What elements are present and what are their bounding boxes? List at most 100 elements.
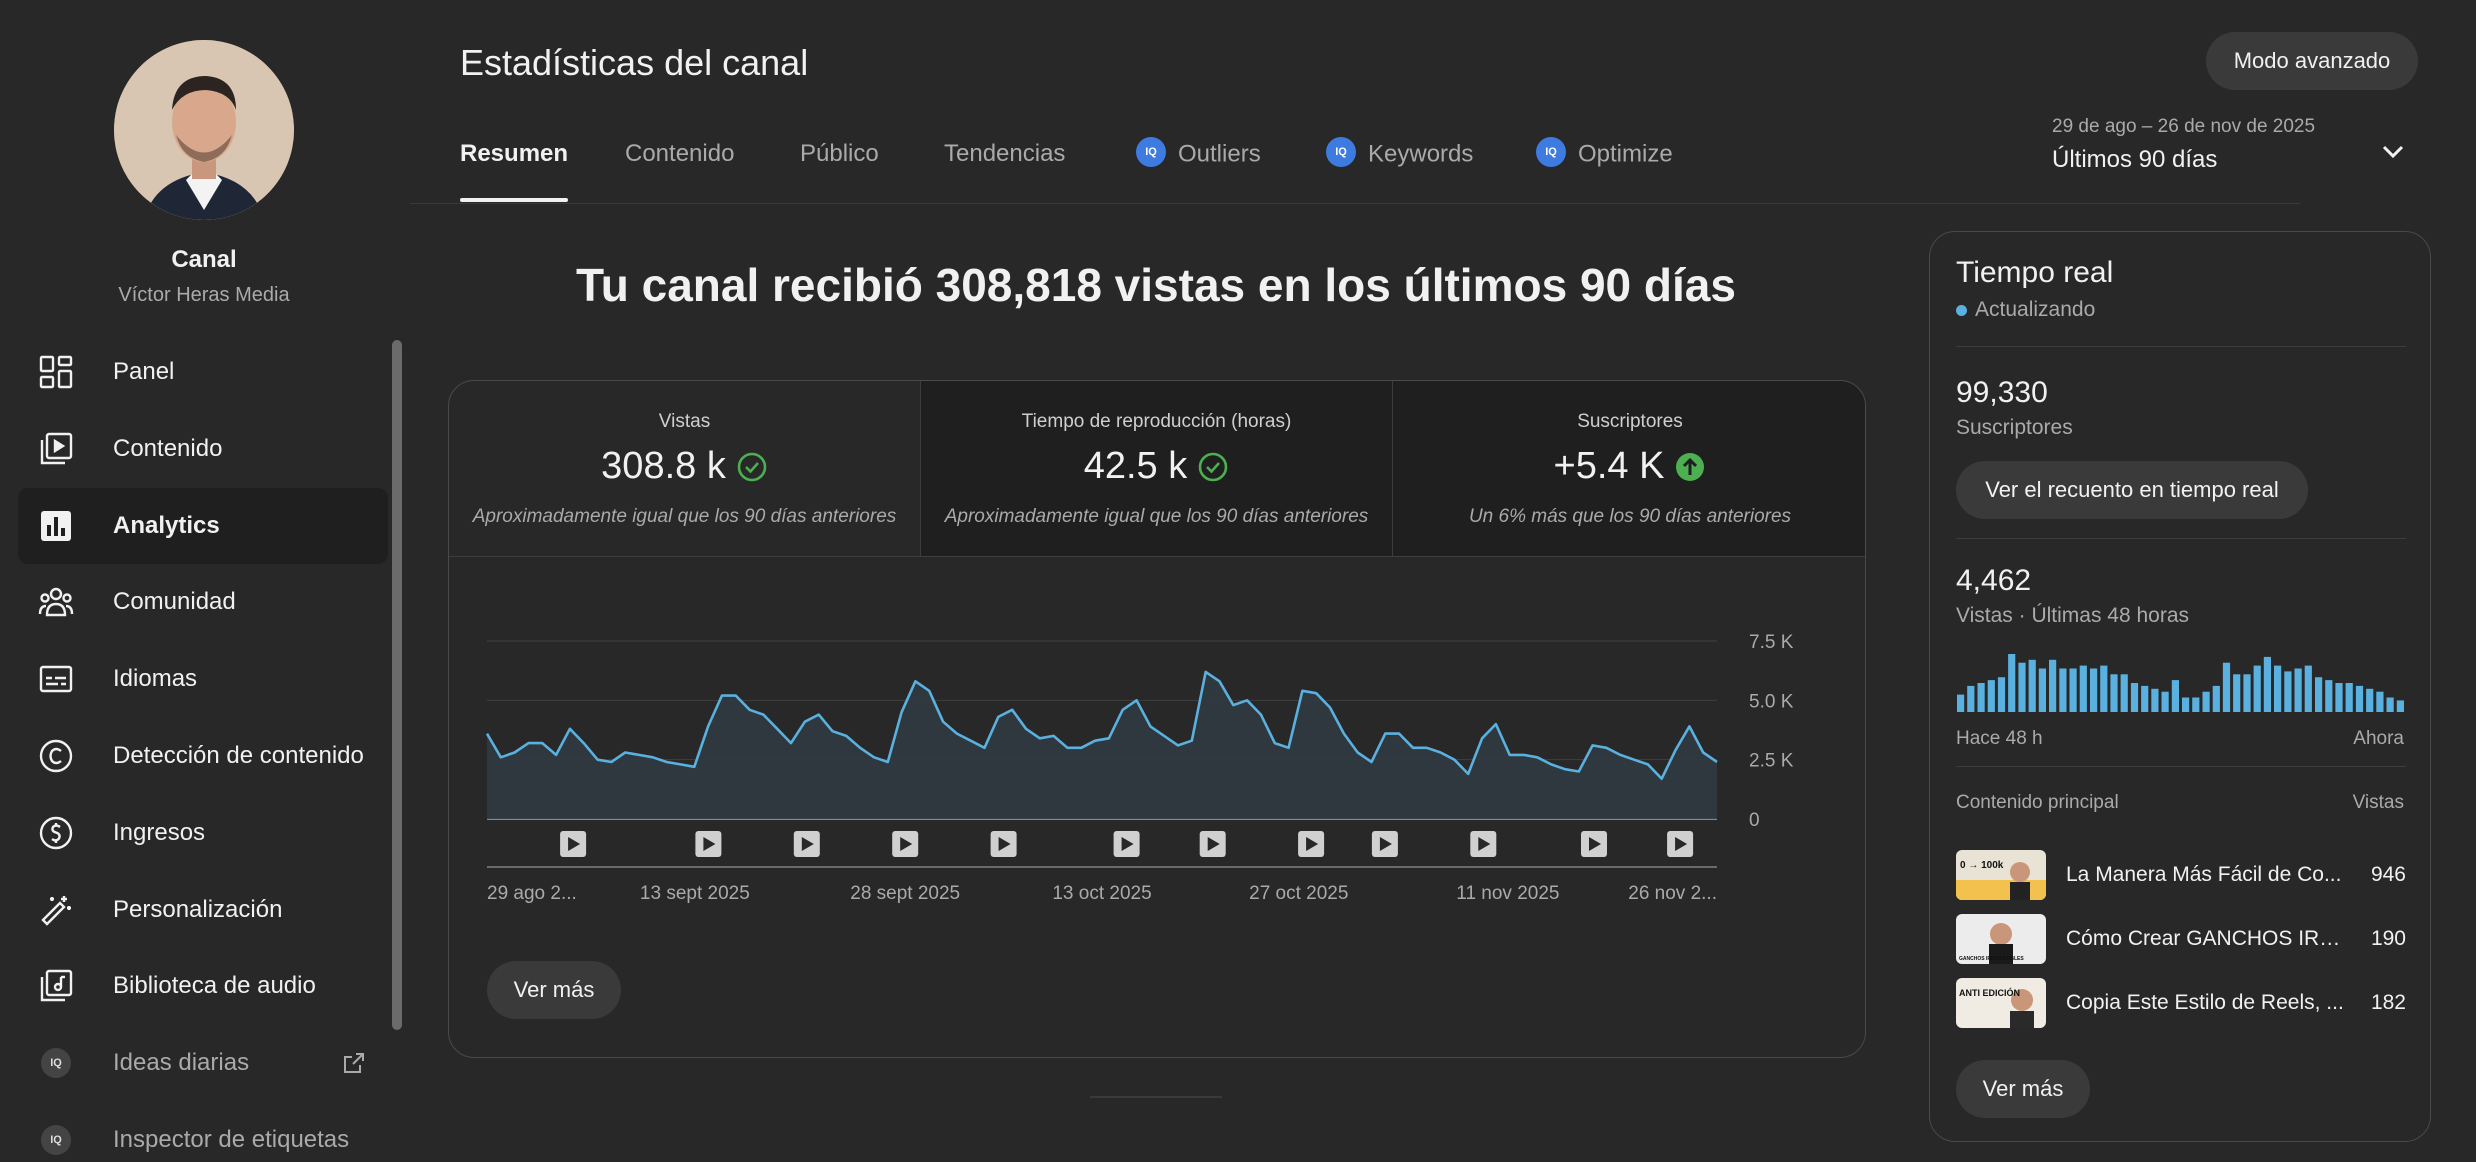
svg-text:GANCHOS IRRESISTIBLES: GANCHOS IRRESISTIBLES	[1959, 956, 2024, 962]
metric-value: 42.5 k	[1083, 445, 1188, 487]
divider	[1956, 766, 2406, 767]
avatar[interactable]	[114, 40, 294, 220]
tab-resumen[interactable]: Resumen	[460, 140, 569, 204]
realtime-bar	[2315, 677, 2323, 712]
realtime-count-button[interactable]: Ver el recuento en tiempo real	[1956, 461, 2308, 519]
content-views: 190	[2370, 927, 2406, 950]
sidebar-scrollbar[interactable]	[392, 340, 402, 1030]
metric-views[interactable]: Vistas 308.8 k Aproximadamente igual que…	[449, 381, 921, 557]
realtime-subscribers-label: Suscriptores	[1956, 416, 2073, 439]
content-views: 182	[2370, 991, 2406, 1014]
copyright-icon	[36, 736, 76, 776]
channel-title: Canal	[171, 246, 237, 273]
sidebar-item-analytics[interactable]: Analytics	[18, 488, 388, 564]
realtime-bar	[2171, 680, 2179, 712]
tubebuddy-icon: IQ	[36, 1043, 76, 1083]
tab-optimize[interactable]: IQ Optimize	[1536, 137, 1673, 204]
metric-title: Suscriptores	[1577, 411, 1683, 432]
video-marker-icon	[1371, 831, 1398, 857]
y-tick-label: 7.5 K	[1749, 632, 1794, 653]
sidebar-item-idiomas[interactable]: Idiomas	[18, 641, 388, 717]
y-tick-label: 5.0 K	[1749, 691, 1794, 712]
metric-subscribers[interactable]: Suscriptores +5.4 K Un 6% más que los 90…	[1393, 381, 1865, 557]
sidebar-item-label: Ingresos	[113, 819, 206, 846]
x-tick-label: 27 oct 2025	[1249, 883, 1348, 904]
metric-note: Un 6% más que los 90 días anteriores	[1468, 506, 1792, 527]
sidebar-item-label: Contenido	[113, 435, 223, 462]
top-content-label: Contenido principal	[1956, 792, 2119, 813]
realtime-bar	[2090, 668, 2098, 712]
realtime-bar	[2212, 685, 2220, 712]
realtime-bar	[1997, 677, 2006, 712]
see-more-button[interactable]: Ver más	[487, 961, 621, 1019]
realtime-bar	[2355, 685, 2364, 712]
views-chart[interactable]: 0 2.5 K 5.0 K 7.5 K 29 ago 2... 13 sept 2025…	[449, 557, 1866, 1057]
sidebar-item-contenido[interactable]: Contenido	[18, 411, 388, 487]
sidebar-item-comunidad[interactable]: Comunidad	[18, 564, 388, 640]
realtime-bar	[2345, 683, 2353, 712]
video-marker-icon	[1470, 831, 1497, 857]
sidebar-item-biblioteca-audio[interactable]: Biblioteca de audio	[18, 948, 388, 1024]
sidebar-item-deteccion[interactable]: Detección de contenido	[18, 718, 388, 794]
subtitles-icon	[36, 659, 76, 699]
sidebar-item-label: Comunidad	[113, 588, 236, 615]
date-range-selector[interactable]: Últimos 90 días	[2052, 146, 2218, 173]
realtime-bar	[2202, 691, 2210, 712]
realtime-bar	[2284, 671, 2292, 712]
realtime-bar	[2294, 668, 2302, 712]
sidebar-item-panel[interactable]: Panel	[18, 334, 388, 410]
sidebar-item-ideas-diarias[interactable]: IQ Ideas diarias	[18, 1025, 388, 1101]
sidebar-item-label: Detección de contenido	[113, 742, 364, 769]
video-marker-icon	[1113, 831, 1140, 857]
tab-publico[interactable]: Público	[800, 140, 879, 167]
realtime-bar	[2018, 662, 2026, 712]
date-range-sub[interactable]: 29 de ago – 26 de nov de 2025	[2052, 116, 2316, 137]
community-icon	[36, 582, 76, 622]
tab-tendencias[interactable]: Tendencias	[944, 140, 1066, 167]
series-area	[487, 671, 1717, 819]
sidebar-item-personalizacion[interactable]: Personalización	[18, 872, 388, 948]
tab-contenido[interactable]: Contenido	[625, 140, 735, 167]
list-item[interactable]: ANTI EDICIÓN Copia Este Estilo de Reels,…	[1956, 977, 2406, 1029]
realtime-subscribers: 99,330	[1956, 376, 2048, 409]
metric-title: Vistas	[658, 411, 711, 432]
tab-keywords[interactable]: IQ Keywords	[1326, 137, 1473, 204]
y-tick-label: 0	[1749, 810, 1760, 831]
realtime-bar	[2049, 659, 2057, 712]
realtime-bar	[2161, 691, 2169, 712]
chevron-down-icon[interactable]	[2376, 134, 2410, 168]
sidebar-item-ingresos[interactable]: Ingresos	[18, 795, 388, 871]
realtime-bar	[2192, 697, 2200, 712]
metric-title: Tiempo de reproducción (horas)	[1021, 411, 1292, 432]
x-tick-label: 11 nov 2025	[1456, 883, 1559, 904]
video-marker-icon	[1667, 831, 1694, 857]
sidebar-item-inspector-etiquetas[interactable]: IQ Inspector de etiquetas	[18, 1102, 388, 1162]
advanced-mode-button[interactable]: Modo avanzado	[2206, 32, 2418, 90]
list-item[interactable]: 0 → 100k La Manera Más Fácil de Co... 94…	[1956, 849, 2406, 901]
video-marker-icon	[793, 831, 820, 857]
realtime-bar-chart[interactable]	[1956, 650, 2406, 712]
realtime-see-more-button[interactable]: Ver más	[1956, 1060, 2090, 1118]
headline: Tu canal recibió 308,818 vistas en los ú…	[576, 259, 1736, 311]
tubebuddy-icon: IQ	[1536, 137, 1566, 167]
realtime-bar	[2110, 674, 2118, 712]
customization-icon	[36, 890, 76, 930]
tab-outliers[interactable]: IQ Outliers	[1136, 137, 1261, 204]
sidebar-item-label: Idiomas	[113, 665, 198, 692]
audio-library-icon	[36, 966, 76, 1006]
sidebar-item-label: Inspector de etiquetas	[113, 1126, 350, 1153]
check-circle-icon	[737, 452, 767, 481]
realtime-bar	[2008, 654, 2016, 712]
list-item[interactable]: GANCHOS IRRESISTIBLES Cómo Crear GANCHOS…	[1956, 913, 2406, 965]
x-tick-label: 26 nov 2...	[1628, 883, 1717, 904]
x-tick-label: 13 sept 2025	[640, 883, 750, 904]
arrow-up-circle-icon	[1676, 452, 1705, 481]
content-views: 946	[2370, 863, 2406, 886]
realtime-bar	[2141, 685, 2149, 712]
metric-watch-time[interactable]: Tiempo de reproducción (horas) 42.5 k Ap…	[921, 381, 1393, 557]
realtime-axis-left: Hace 48 h	[1956, 728, 2043, 749]
realtime-bar	[2304, 665, 2312, 712]
svg-text:0 → 100k: 0 → 100k	[1960, 860, 2004, 871]
content-icon	[36, 429, 76, 469]
realtime-views: 4,462	[1956, 564, 2032, 597]
